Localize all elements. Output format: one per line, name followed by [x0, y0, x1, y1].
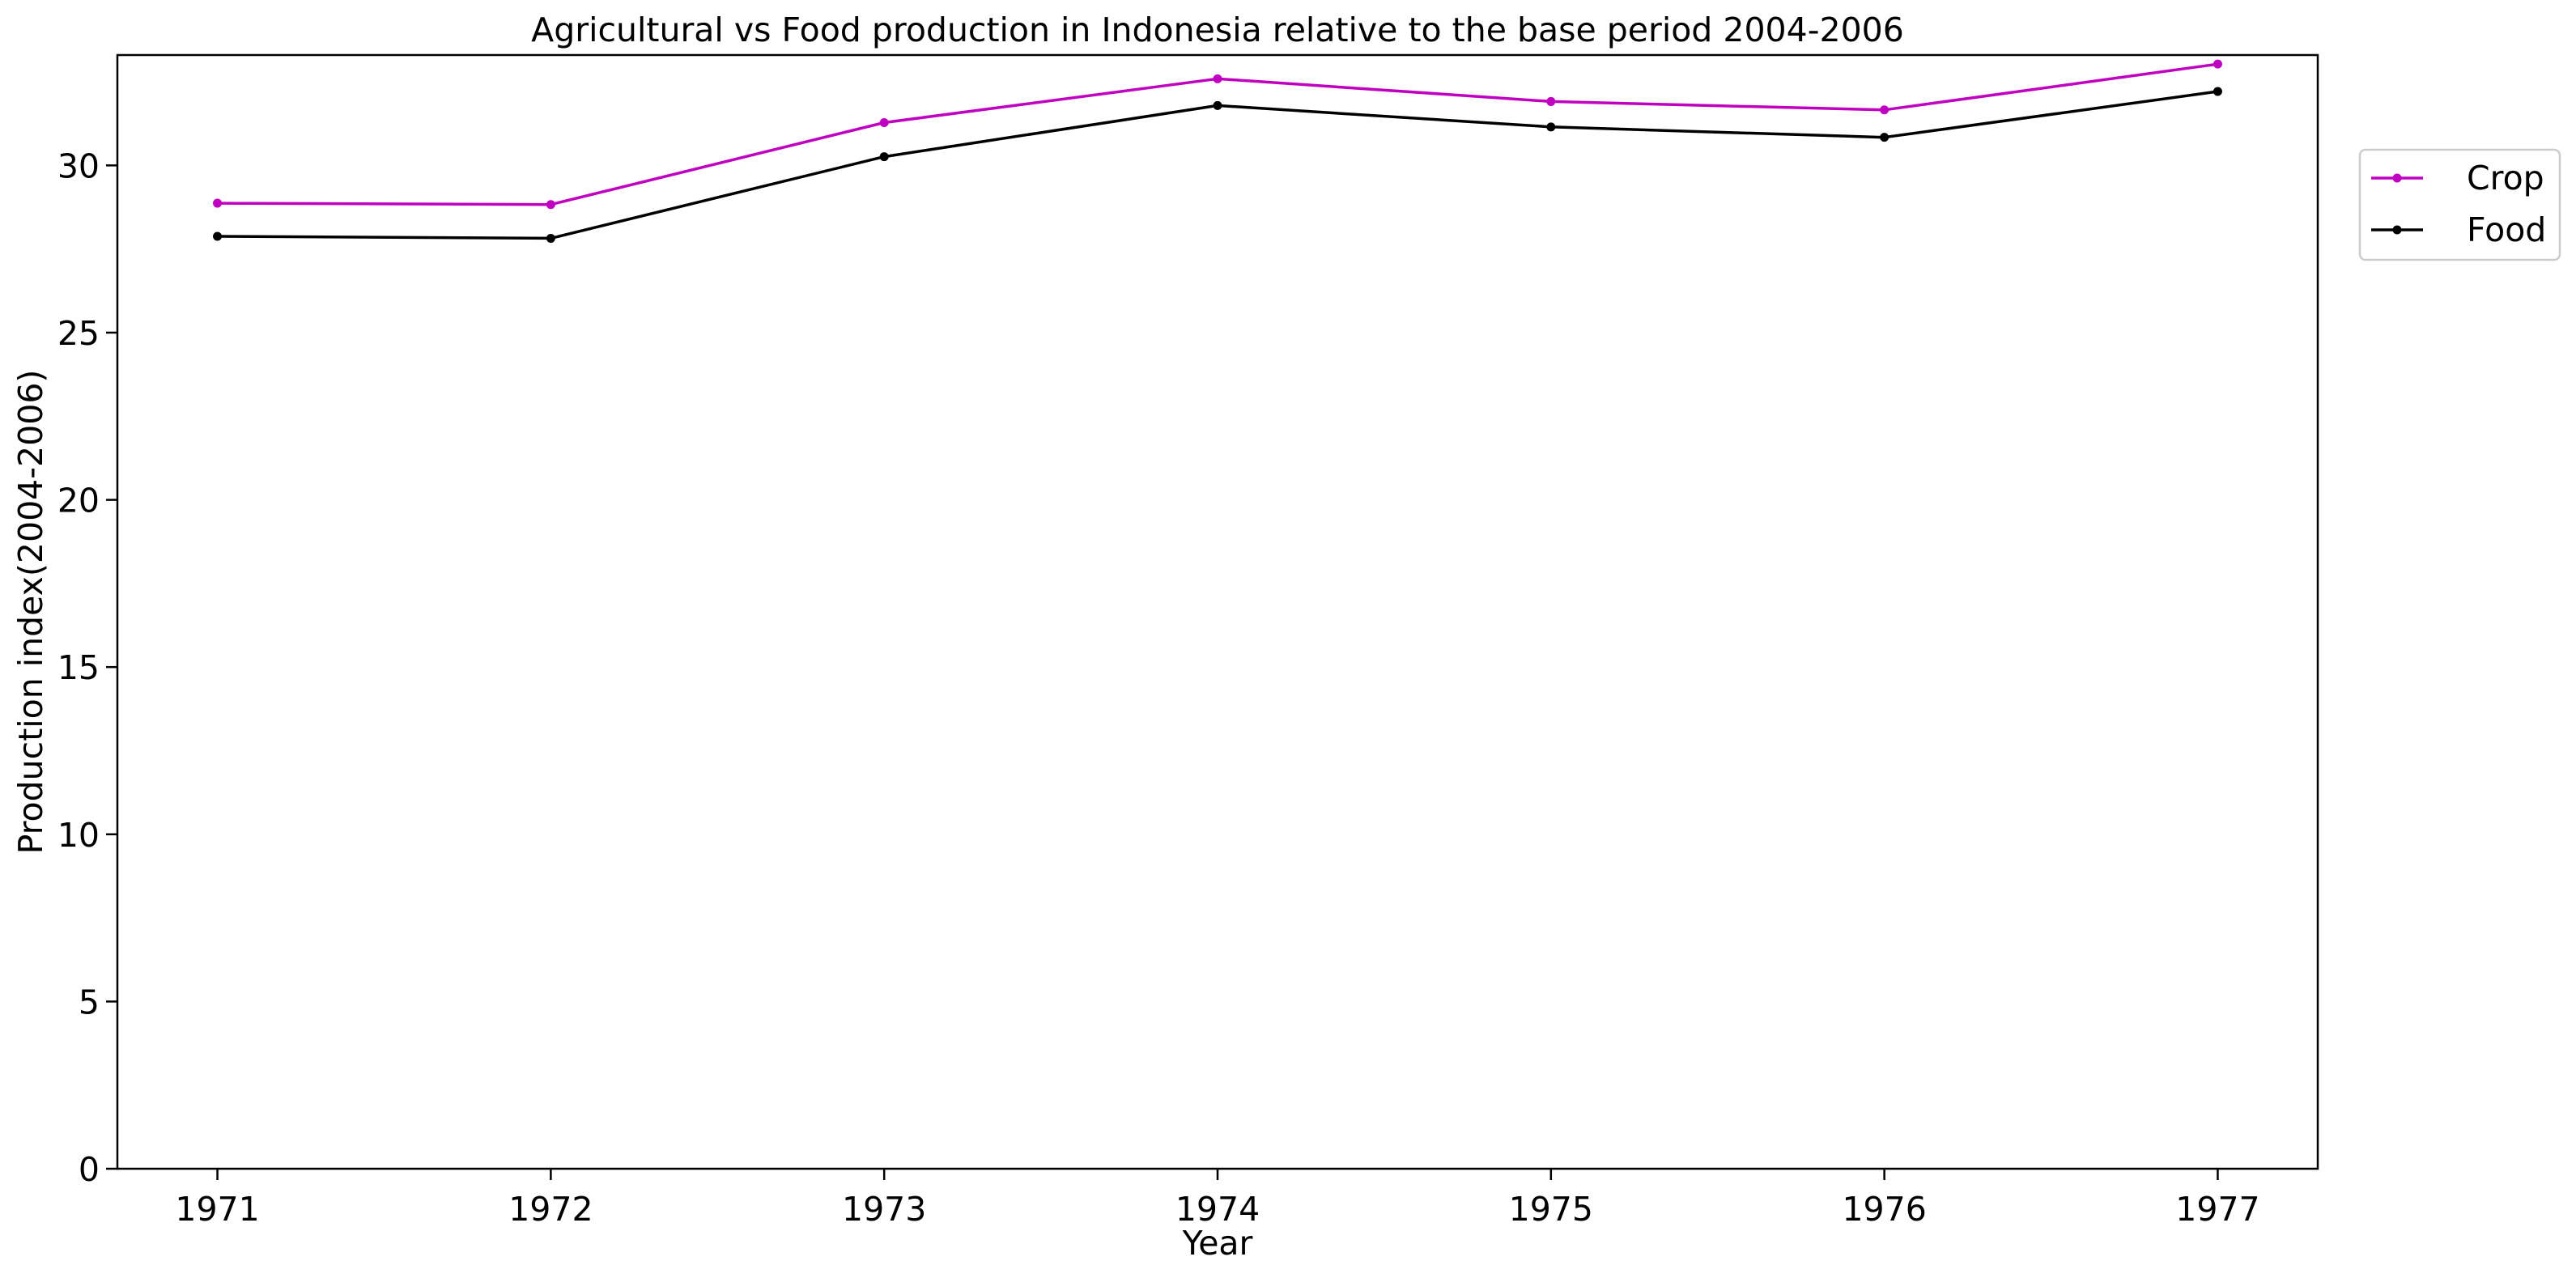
y-tick-label: 20	[57, 482, 100, 520]
x-tick-label: 1972	[508, 1190, 593, 1229]
series-food	[213, 87, 2222, 243]
x-tick-label: 1975	[1509, 1190, 1593, 1229]
legend: Crop Food	[2358, 148, 2561, 261]
x-tick-label: 1976	[1842, 1190, 1926, 1229]
data-point-crop	[213, 198, 223, 208]
data-point-crop	[546, 200, 555, 210]
y-tick-label: 30	[57, 146, 100, 185]
chart-title: Agricultural vs Food production in Indon…	[531, 11, 1904, 49]
series-line-crop	[217, 62, 2218, 206]
data-point-food	[2213, 87, 2222, 96]
y-tick-label: 15	[57, 648, 100, 687]
y-tick-label: 10	[57, 816, 100, 855]
y-axis-label: Production index(2004-2006)	[11, 370, 50, 855]
y-tick-label: 25	[57, 314, 100, 353]
data-point-food	[1546, 122, 1556, 132]
series-layer	[213, 59, 2222, 243]
legend-marker-crop	[2392, 173, 2402, 183]
y-tick-label: 5	[79, 983, 100, 1021]
y-tick-label: 0	[79, 1150, 100, 1189]
data-point-food	[879, 152, 889, 162]
data-point-crop	[1880, 105, 1889, 115]
data-point-crop	[879, 117, 889, 127]
series-crop	[213, 59, 2222, 210]
data-point-crop	[1546, 96, 1556, 106]
series-line-food	[217, 90, 2218, 240]
x-tick-label: 1977	[2175, 1190, 2259, 1229]
y-axis: 0 5 10 15 20 25 30	[57, 146, 117, 1189]
x-tick-label: 1971	[175, 1190, 259, 1229]
data-point-food	[1880, 133, 1889, 142]
data-point-food	[213, 231, 223, 241]
x-axis-label: Year	[1182, 1224, 1253, 1263]
legend-label-crop: Crop	[2467, 159, 2544, 197]
data-point-crop	[2213, 59, 2222, 69]
x-tick-label: 1973	[842, 1190, 926, 1229]
x-axis: 1971 1972 1973 1974 1975 1976 1977	[175, 1169, 2260, 1229]
data-point-food	[546, 233, 555, 243]
x-tick-label: 1974	[1175, 1190, 1260, 1229]
data-point-food	[1213, 100, 1222, 110]
legend-label-food: Food	[2467, 210, 2546, 249]
legend-marker-food	[2392, 225, 2402, 235]
data-point-crop	[1213, 74, 1222, 83]
plot-area	[116, 53, 2319, 1170]
